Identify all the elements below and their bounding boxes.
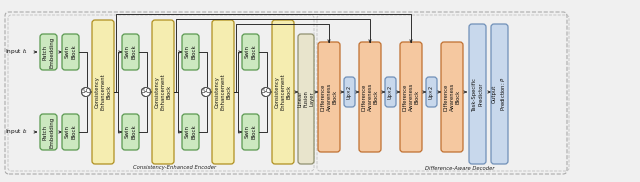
Circle shape	[202, 88, 205, 93]
FancyBboxPatch shape	[92, 20, 114, 164]
Circle shape	[84, 87, 88, 92]
Text: Input $I_2$: Input $I_2$	[5, 128, 28, 136]
Circle shape	[206, 88, 211, 93]
Text: Consistency-Enhanced Encoder: Consistency-Enhanced Encoder	[133, 165, 216, 171]
Circle shape	[204, 87, 208, 92]
FancyBboxPatch shape	[400, 42, 422, 152]
FancyBboxPatch shape	[426, 77, 437, 107]
Text: Swin
Block: Swin Block	[125, 45, 136, 59]
Circle shape	[264, 87, 268, 92]
Circle shape	[141, 88, 150, 96]
Text: Difference
Awareness
Block: Difference Awareness Block	[320, 83, 338, 111]
Text: Difference
Awareness
Block: Difference Awareness Block	[403, 83, 420, 111]
Text: Patch
Embedding: Patch Embedding	[43, 116, 54, 148]
Text: Difference
Awareness
Block: Difference Awareness Block	[444, 83, 461, 111]
Text: Swin
Block: Swin Block	[185, 45, 196, 59]
FancyBboxPatch shape	[441, 42, 463, 152]
FancyBboxPatch shape	[272, 20, 294, 164]
FancyBboxPatch shape	[122, 114, 139, 150]
Text: Linear
Fusion
Layer: Linear Fusion Layer	[298, 91, 315, 107]
Text: Task-Specific
Predictor: Task-Specific Predictor	[472, 77, 483, 111]
Text: Swin
Block: Swin Block	[185, 125, 196, 139]
Text: Up×2: Up×2	[388, 85, 393, 99]
Text: Swin
Block: Swin Block	[65, 45, 76, 59]
Text: Up×2: Up×2	[429, 85, 434, 99]
Text: Consistency
Enhancement
Block: Consistency Enhancement Block	[94, 74, 112, 110]
Text: Consistency
Enhancement
Block: Consistency Enhancement Block	[275, 74, 292, 110]
FancyBboxPatch shape	[491, 24, 508, 164]
FancyBboxPatch shape	[40, 34, 57, 70]
FancyBboxPatch shape	[182, 34, 199, 70]
Text: Input $I_1$: Input $I_1$	[5, 48, 28, 56]
Circle shape	[144, 87, 148, 92]
Text: Swin
Block: Swin Block	[245, 45, 256, 59]
FancyBboxPatch shape	[469, 24, 486, 164]
Circle shape	[86, 88, 91, 93]
Circle shape	[202, 88, 211, 96]
Text: Consistency
Enhancement
Block: Consistency Enhancement Block	[214, 74, 232, 110]
FancyBboxPatch shape	[40, 114, 57, 150]
Text: Up×2: Up×2	[347, 85, 352, 99]
Circle shape	[147, 88, 150, 93]
FancyBboxPatch shape	[344, 77, 355, 107]
FancyBboxPatch shape	[212, 20, 234, 164]
Text: Difference
Awareness
Block: Difference Awareness Block	[362, 83, 379, 111]
FancyBboxPatch shape	[242, 34, 259, 70]
Circle shape	[81, 88, 90, 96]
FancyBboxPatch shape	[62, 34, 79, 70]
Circle shape	[261, 88, 266, 93]
Text: Patch
Embedding: Patch Embedding	[43, 36, 54, 68]
FancyBboxPatch shape	[359, 42, 381, 152]
FancyBboxPatch shape	[182, 114, 199, 150]
FancyBboxPatch shape	[122, 34, 139, 70]
FancyBboxPatch shape	[152, 20, 174, 164]
Text: Difference-Aware Decoder: Difference-Aware Decoder	[425, 165, 495, 171]
Text: Output
Prediction: $P$: Output Prediction: $P$	[492, 77, 507, 111]
Circle shape	[262, 88, 271, 96]
Text: Swin
Block: Swin Block	[245, 125, 256, 139]
Text: Swin
Block: Swin Block	[125, 125, 136, 139]
Text: Consistency
Enhancement
Block: Consistency Enhancement Block	[154, 74, 172, 110]
FancyBboxPatch shape	[242, 114, 259, 150]
Circle shape	[81, 88, 86, 93]
FancyBboxPatch shape	[62, 114, 79, 150]
Circle shape	[141, 88, 146, 93]
FancyBboxPatch shape	[385, 77, 396, 107]
Circle shape	[266, 88, 271, 93]
FancyBboxPatch shape	[298, 34, 314, 164]
FancyBboxPatch shape	[318, 42, 340, 152]
Text: Swin
Block: Swin Block	[65, 125, 76, 139]
